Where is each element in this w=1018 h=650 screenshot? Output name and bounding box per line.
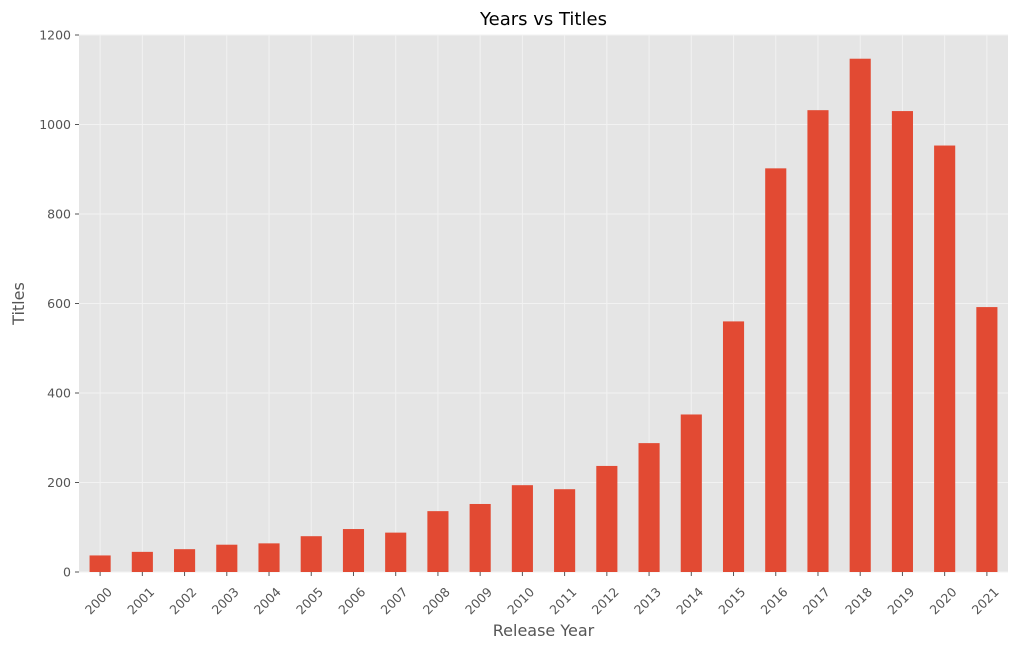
x-tick-label: 2018	[842, 584, 875, 617]
x-tick-label: 2011	[546, 584, 579, 617]
x-tick-label: 2000	[82, 584, 115, 617]
x-tick-label: 2004	[251, 584, 284, 617]
y-axis-label: Titles	[9, 282, 28, 326]
bar-2012	[596, 465, 618, 572]
x-tick-label: 2016	[758, 584, 791, 617]
bar-2013	[638, 443, 660, 572]
bar-2009	[469, 503, 491, 572]
bar-2014	[680, 414, 702, 572]
y-tick-label: 600	[47, 296, 71, 311]
y-tick-label: 1000	[39, 117, 71, 132]
y-tick-label: 400	[47, 386, 71, 401]
bar-2011	[554, 489, 576, 572]
chart-title: Years vs Titles	[479, 9, 607, 30]
y-tick-label: 800	[47, 207, 71, 222]
x-tick-label: 2008	[420, 584, 453, 617]
bar-2006	[342, 529, 365, 572]
x-tick-label: 2001	[124, 584, 157, 617]
bar-2021	[976, 307, 998, 572]
bar-2018	[849, 58, 871, 572]
x-tick-label: 2019	[884, 584, 917, 617]
bar-2005	[300, 536, 322, 572]
bar-2002	[174, 549, 196, 572]
x-tick-label: 2021	[969, 584, 1002, 617]
x-tick-label: 2002	[166, 584, 199, 617]
bar-2007	[385, 532, 407, 572]
x-tick-label: 2013	[631, 584, 664, 617]
x-tick-label: 2010	[504, 584, 537, 617]
x-tick-label: 2015	[715, 584, 748, 617]
x-tick-label: 2007	[378, 584, 411, 617]
x-axis-ticks: 2000 2001 2002 2003 2004 2005 2006 2007 2008 2009…	[82, 572, 1002, 617]
bar-2010	[511, 485, 533, 572]
x-tick-label: 2014	[673, 584, 706, 617]
bar-2015	[722, 321, 745, 572]
y-tick-label: 200	[47, 475, 71, 490]
x-tick-label: 2017	[800, 584, 833, 617]
bar-2000	[89, 555, 111, 572]
x-tick-label: 2020	[926, 584, 959, 617]
x-axis-label: Release Year	[493, 621, 595, 640]
bars	[89, 58, 998, 573]
x-tick-label: 2005	[293, 584, 326, 617]
bar-2017	[807, 110, 829, 573]
y-tick-label: 0	[63, 565, 71, 580]
x-tick-label: 2012	[589, 584, 622, 617]
bar-2003	[216, 544, 238, 572]
bar-2004	[258, 543, 280, 572]
bar-2019	[891, 111, 913, 572]
x-tick-label: 2003	[209, 584, 242, 617]
bar-2008	[427, 511, 449, 572]
x-tick-label: 2006	[335, 584, 368, 617]
y-axis-ticks: 0 200 400 600 800 1000 1200	[39, 28, 79, 580]
x-tick-label: 2009	[462, 584, 495, 617]
y-tick-label: 1200	[39, 28, 71, 43]
bar-2020	[934, 145, 956, 572]
bar-2016	[765, 168, 787, 573]
bar-2001	[131, 551, 153, 572]
